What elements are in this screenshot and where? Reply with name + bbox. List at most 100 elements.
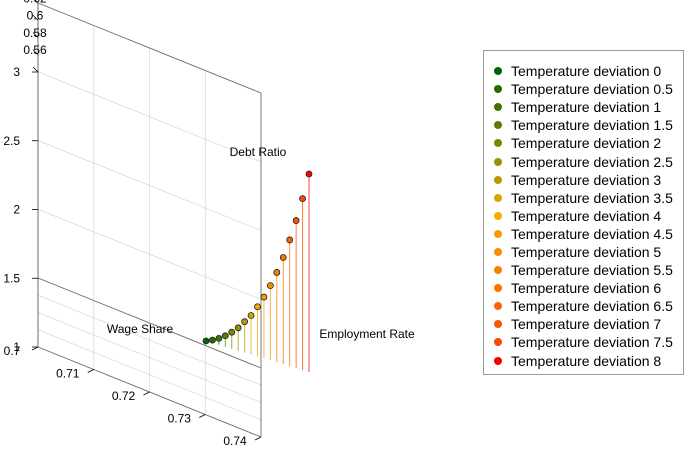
x-tick-label: 0.56 <box>23 43 47 57</box>
legend-marker <box>494 284 502 293</box>
y-axis-tick <box>31 346 39 351</box>
tick-labels: 11.522.530.560.580.60.620.640.70.710.720… <box>3 0 262 448</box>
legend-label: Temperature deviation 1.5 <box>511 117 673 134</box>
z-tick-label: 1 <box>13 340 20 354</box>
legend-label: Temperature deviation 5 <box>511 243 662 260</box>
x-axis-tick <box>32 14 39 21</box>
x-axis-tick <box>32 66 39 73</box>
legend-marker <box>494 320 502 329</box>
legend-label: Temperature deviation 0.5 <box>511 81 673 98</box>
legend-item: Temperature deviation 1 <box>494 98 683 116</box>
data-point <box>247 312 255 319</box>
y-axis-label: Wage Share <box>107 322 174 336</box>
legend-marker <box>494 139 502 148</box>
data-point <box>266 282 274 290</box>
legend-label: Temperature deviation 2 <box>511 135 662 152</box>
legend-label: Temperature deviation 6.5 <box>511 298 673 315</box>
legend-item: Temperature deviation 5.5 <box>494 261 683 279</box>
data-point <box>221 332 229 340</box>
y-axis-tick <box>254 436 262 441</box>
legend-item: Temperature deviation 7 <box>494 315 683 333</box>
data-point <box>241 318 249 326</box>
data-point <box>286 236 294 244</box>
x-axis-tick <box>32 49 39 56</box>
drop-lines <box>211 174 310 372</box>
data-point <box>305 170 313 178</box>
legend-marker <box>494 229 502 238</box>
data-point <box>260 293 268 301</box>
legend-item: Temperature deviation 3.5 <box>494 189 683 207</box>
legend-label: Temperature deviation 0 <box>511 63 662 80</box>
legend-label: Temperature deviation 8 <box>511 352 662 369</box>
y-axis-tick <box>87 369 94 373</box>
z-tick-label: 2.5 <box>3 134 20 148</box>
data-point <box>209 336 216 344</box>
data-point <box>292 217 300 224</box>
data-point <box>254 303 261 311</box>
y-tick-label: 0.71 <box>56 367 80 381</box>
legend-label: Temperature deviation 3 <box>511 171 662 188</box>
legend: Temperature deviation 0 Temperature devia… <box>483 50 684 375</box>
legend-label: Temperature deviation 1 <box>511 99 662 116</box>
data-point <box>215 334 223 342</box>
legend-marker <box>494 121 502 130</box>
legend-item: Temperature deviation 3 <box>494 171 683 189</box>
legend-marker <box>494 338 502 347</box>
legend-marker <box>494 302 502 311</box>
legend-marker <box>494 193 502 202</box>
y-tick-label: 0.72 <box>112 389 136 403</box>
legend-label: Temperature deviation 3.5 <box>511 189 673 206</box>
legend-marker <box>494 157 502 166</box>
legend-marker <box>494 67 502 76</box>
legend-list: Temperature deviation 0 Temperature devia… <box>484 51 683 370</box>
legend-item: Temperature deviation 7.5 <box>494 333 683 351</box>
side-wall-grid-z <box>37 208 262 300</box>
axis-labels: Debt Ratio Wage Share Employment Rate <box>107 145 415 341</box>
legend-label: Temperature deviation 4 <box>511 207 662 224</box>
legend-label: Temperature deviation 7.5 <box>511 334 673 351</box>
x-tick-label: 0.62 <box>23 0 47 5</box>
legend-label: Temperature deviation 7 <box>511 316 662 333</box>
legend-item: Temperature deviation 4.5 <box>494 225 683 243</box>
legend-marker <box>494 247 502 256</box>
legend-marker <box>494 103 502 112</box>
z-tick-label: 1.5 <box>3 271 20 285</box>
x-tick-label: 0.58 <box>23 26 47 40</box>
data-point <box>279 254 287 261</box>
legend-marker <box>494 356 502 365</box>
z-axis-label: Debt Ratio <box>230 145 287 159</box>
legend-item: Temperature deviation 0.5 <box>494 80 683 98</box>
legend-label: Temperature deviation 2.5 <box>511 153 673 170</box>
x-axis-label: Employment Rate <box>319 327 415 341</box>
legend-item: Temperature deviation 5 <box>494 243 683 261</box>
legend-item: Temperature deviation 8 <box>494 352 683 370</box>
legend-marker <box>494 175 502 184</box>
legend-marker <box>494 266 502 275</box>
y-axis-tick <box>199 414 206 418</box>
legend-marker <box>494 85 502 94</box>
x-tick-label: 0.6 <box>27 9 44 23</box>
z-tick-label: 3 <box>13 65 20 79</box>
side-wall-grid-z <box>37 140 262 231</box>
x-axis-tick <box>34 0 39 4</box>
y-axis-tick <box>143 391 150 396</box>
y-tick-label: 0.74 <box>223 434 247 448</box>
x-axis-tick <box>32 32 39 38</box>
legend-item: Temperature deviation 0 <box>494 62 683 80</box>
z-tick-label: 2 <box>13 203 20 217</box>
legend-item: Temperature deviation 2 <box>494 134 683 152</box>
legend-label: Temperature deviation 5.5 <box>511 262 673 279</box>
legend-marker <box>494 211 502 220</box>
legend-item: Temperature deviation 4 <box>494 207 683 225</box>
box-edge <box>37 277 262 369</box>
data-points <box>202 170 313 345</box>
legend-label: Temperature deviation 6 <box>511 280 662 297</box>
data-point <box>273 269 281 276</box>
legend-item: Temperature deviation 1.5 <box>494 116 683 134</box>
data-point <box>299 195 306 203</box>
legend-item: Temperature deviation 6 <box>494 279 683 297</box>
legend-item: Temperature deviation 2.5 <box>494 152 683 170</box>
side-wall-grid-z <box>37 71 262 163</box>
data-point <box>234 324 242 332</box>
